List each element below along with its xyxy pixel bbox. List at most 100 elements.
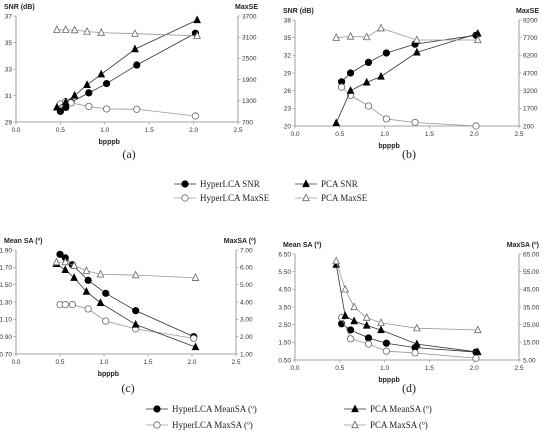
x-tick-label: 0.0 bbox=[290, 365, 299, 372]
y-right-tick-label: 3.00 bbox=[240, 317, 253, 324]
series-line bbox=[60, 304, 194, 339]
series-hyperlca-meansa bbox=[337, 320, 480, 356]
data-point bbox=[337, 83, 346, 91]
data-point bbox=[346, 326, 355, 334]
data-point bbox=[131, 270, 140, 279]
y-left-tick-label: 6.50 bbox=[278, 251, 291, 258]
data-point bbox=[131, 44, 139, 53]
panel-label: (c) bbox=[121, 381, 134, 395]
y-right-tick-label: 1900 bbox=[242, 77, 257, 84]
data-point bbox=[362, 313, 371, 321]
legend-item: HyperLCA MaxSA (º) bbox=[146, 420, 253, 430]
x-tick-label: 0.0 bbox=[11, 359, 20, 366]
series-hyperlca-maxse bbox=[56, 97, 199, 120]
legend-label: HyperLCA MaxSA (º) bbox=[172, 420, 253, 430]
x-tick-label: 1.5 bbox=[425, 131, 434, 138]
legend-swatch-marker bbox=[302, 193, 310, 202]
data-point bbox=[133, 105, 141, 113]
data-point bbox=[411, 349, 419, 357]
series-line bbox=[341, 34, 477, 83]
data-point bbox=[382, 339, 390, 347]
data-point bbox=[332, 33, 341, 41]
y-axis-right-title: MaxSE bbox=[235, 4, 258, 11]
data-point bbox=[53, 102, 61, 111]
data-point bbox=[70, 25, 79, 34]
data-point bbox=[52, 257, 61, 266]
chart-panel-2: SNR (dB) MaxSE bpppb 0.0 0.5 1.0 1.5 2.0 2.5 20 23… bbox=[283, 8, 539, 161]
data-point bbox=[193, 31, 201, 39]
data-point bbox=[61, 97, 70, 106]
series-pca-maxsa bbox=[52, 257, 200, 281]
data-point bbox=[68, 300, 76, 309]
x-axis-title: bpppb bbox=[378, 143, 399, 150]
x-tick-label: 1.5 bbox=[143, 359, 152, 366]
series-line bbox=[341, 317, 477, 359]
data-point bbox=[382, 347, 390, 355]
series-pca-maxse bbox=[332, 23, 482, 44]
x-tick-label: 2.5 bbox=[233, 127, 242, 134]
data-point bbox=[364, 58, 373, 67]
data-point bbox=[411, 118, 419, 127]
y-right-tick-label: 35.00 bbox=[523, 304, 540, 311]
data-point bbox=[350, 316, 358, 325]
data-point bbox=[191, 342, 200, 351]
y-right-tick-label: 4700 bbox=[523, 70, 538, 77]
legend-swatch-marker bbox=[153, 421, 161, 429]
x-tick-label: 0.0 bbox=[290, 131, 299, 138]
series-line bbox=[59, 253, 194, 338]
data-point bbox=[472, 354, 480, 362]
data-point bbox=[364, 340, 373, 348]
y-axis-left-title: Mean SA (º) bbox=[283, 242, 321, 249]
x-tick-label: 2.0 bbox=[470, 365, 479, 372]
y-right-tick-label: 65.00 bbox=[523, 251, 540, 258]
data-point bbox=[102, 317, 110, 325]
data-point bbox=[97, 69, 106, 78]
data-point bbox=[97, 28, 106, 36]
data-point bbox=[473, 35, 482, 44]
y-right-tick-label: 6200 bbox=[523, 53, 538, 60]
data-point bbox=[473, 325, 482, 334]
y-axis-left-title: SNR (dB) bbox=[4, 4, 35, 11]
series-line bbox=[335, 33, 478, 124]
data-point bbox=[61, 265, 70, 274]
x-tick-label: 2.0 bbox=[187, 359, 196, 366]
y-right-tick-label: 2.00 bbox=[240, 334, 253, 341]
series-line bbox=[341, 86, 477, 127]
legend-item: HyperLCA MeanSA (º) bbox=[146, 404, 257, 414]
legend-2: HyperLCA MeanSA (º) PCA MeanSA (º) HyperLC… bbox=[146, 404, 432, 430]
legend-item: PCA MeanSA (º) bbox=[344, 404, 432, 414]
series-line bbox=[335, 260, 478, 331]
x-tick-label: 1.0 bbox=[99, 359, 108, 366]
y-left-tick-label: 37 bbox=[5, 13, 13, 20]
y-axis-left-title: Mean SA (º) bbox=[4, 238, 42, 245]
data-point bbox=[96, 269, 105, 278]
data-point bbox=[377, 318, 385, 327]
x-tick-label: 0.5 bbox=[335, 131, 344, 138]
series-pca-snr bbox=[332, 28, 482, 127]
data-point bbox=[413, 339, 421, 348]
data-point bbox=[382, 115, 390, 123]
panel-label: (a) bbox=[122, 147, 135, 161]
data-point bbox=[377, 71, 385, 80]
data-point bbox=[377, 325, 385, 334]
data-point bbox=[364, 102, 373, 110]
series-line bbox=[335, 264, 478, 353]
data-point bbox=[332, 118, 341, 127]
data-point bbox=[364, 334, 373, 342]
y-left-tick-label: 5.50 bbox=[278, 269, 291, 276]
y-right-tick-label: 200 bbox=[523, 123, 534, 130]
y-left-tick-label: 1.50 bbox=[0, 282, 12, 289]
y-right-tick-label: 25.00 bbox=[523, 322, 540, 329]
legend-label: HyperLCA MeanSA (º) bbox=[172, 404, 257, 414]
y-right-tick-label: 700 bbox=[242, 119, 253, 126]
y-right-tick-label: 55.00 bbox=[523, 269, 540, 276]
data-point bbox=[70, 261, 78, 269]
series-line bbox=[60, 32, 196, 112]
legend-label: PCA MaxSA (º) bbox=[370, 420, 428, 430]
data-point bbox=[70, 90, 79, 99]
series-hyperlca-maxsa bbox=[337, 313, 480, 362]
legend-item: PCA MaxSE bbox=[295, 193, 368, 203]
data-point bbox=[132, 307, 140, 315]
y-right-tick-label: 5.00 bbox=[240, 282, 253, 289]
